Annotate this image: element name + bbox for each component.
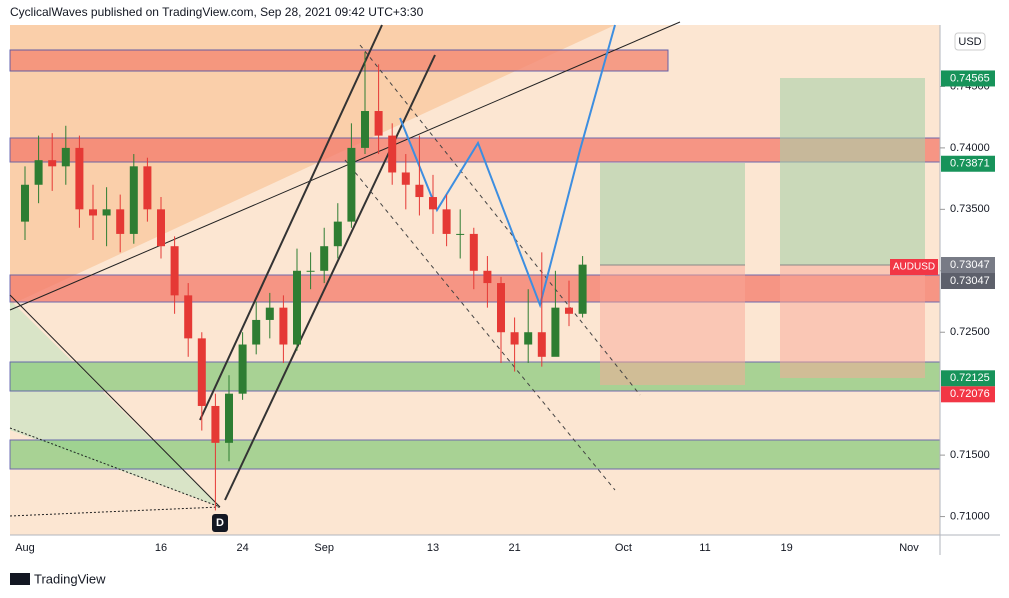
candle-body <box>75 147 84 210</box>
price-label: 0.72076 <box>950 388 990 400</box>
x-tick-label: Oct <box>615 542 632 554</box>
channel-line <box>199 24 383 421</box>
resistance-zone <box>9 49 669 72</box>
x-tick-label: 13 <box>427 542 439 554</box>
price-tag <box>941 257 995 274</box>
candle-body <box>551 307 560 357</box>
stop-box <box>780 265 925 378</box>
stop-box <box>600 265 745 385</box>
y-tick-label: 0.72500 <box>950 326 990 338</box>
target-box <box>780 78 925 265</box>
x-tick-label: 11 <box>699 542 710 554</box>
candle-body <box>456 233 465 235</box>
candle-body <box>429 197 437 210</box>
candle-body <box>388 135 397 173</box>
candle-body <box>537 332 546 357</box>
x-tick-label: Sep <box>314 542 334 554</box>
candle-body <box>497 283 505 333</box>
price-tag <box>941 386 995 403</box>
currency-box <box>954 32 986 51</box>
header-title: CyclicalWaves published on TradingView.c… <box>10 5 424 19</box>
y-tick-label: 0.71500 <box>950 449 990 461</box>
candle-body <box>238 344 247 394</box>
marker: D <box>216 517 224 529</box>
x-tick-label: 16 <box>155 542 167 554</box>
candle-body <box>170 246 179 296</box>
candle-body <box>565 307 573 314</box>
candle-body <box>361 111 369 148</box>
footer-brand: TradingView <box>34 571 106 586</box>
candle-body <box>578 264 587 314</box>
candle-body <box>116 209 125 234</box>
x-tick-label: 24 <box>236 542 248 554</box>
price-label: 0.73047 <box>950 259 990 271</box>
candle-body <box>265 307 274 320</box>
price-tag <box>941 70 995 87</box>
candle-body <box>225 393 233 443</box>
symbol-label: AUDUSD <box>893 262 935 273</box>
candle-body <box>61 147 70 167</box>
candle-body <box>333 221 342 247</box>
price-label: 0.73871 <box>950 158 990 170</box>
trend-line <box>9 427 221 508</box>
trend-line <box>9 506 221 517</box>
candle-body <box>48 160 57 167</box>
candle-body <box>21 184 29 222</box>
candle-body <box>157 209 165 247</box>
price-label: 0.73047 <box>950 275 990 287</box>
y-tick-label: 0.71000 <box>950 510 990 522</box>
candle-body <box>483 270 492 284</box>
candle-body <box>415 184 424 198</box>
candle-body <box>442 209 451 234</box>
trend-line <box>9 21 681 311</box>
trend-line <box>9 294 221 508</box>
wave-projection <box>399 24 616 309</box>
candle-body <box>401 172 410 185</box>
candle-body <box>510 332 519 345</box>
candle-body <box>34 160 43 185</box>
price-tag <box>941 273 995 290</box>
y-tick-label: 0.74000 <box>950 142 990 154</box>
candle-body <box>306 270 315 272</box>
candle-body <box>184 295 193 339</box>
marker-box <box>212 514 228 532</box>
candle-body <box>89 209 97 216</box>
x-tick-label: Aug <box>15 542 35 554</box>
candle-body <box>293 270 301 345</box>
candle-body <box>524 332 533 345</box>
channel-line <box>344 159 616 491</box>
price-tag <box>941 155 995 172</box>
candle-body <box>143 166 152 210</box>
candle-body <box>469 233 478 271</box>
price-label: 0.74565 <box>950 72 990 84</box>
candle-body <box>374 111 383 136</box>
candle-body <box>211 405 220 443</box>
channel-line <box>359 44 641 396</box>
candle-body <box>347 147 356 222</box>
price-label: 0.72125 <box>950 372 990 384</box>
channel-line <box>224 54 436 501</box>
support-zone <box>9 439 941 470</box>
x-tick-label: 19 <box>780 542 792 554</box>
candle-body <box>129 166 138 234</box>
candle-body <box>320 246 329 271</box>
currency: USD <box>958 36 981 48</box>
logo <box>10 573 30 585</box>
candle-body <box>252 319 261 345</box>
target-box <box>600 163 745 265</box>
price-tag <box>941 370 995 387</box>
candle-body <box>197 338 206 406</box>
x-tick-label: Nov <box>899 542 919 554</box>
symbol-tag <box>890 259 938 275</box>
candle-body <box>279 307 288 345</box>
y-tick-label: 0.73500 <box>950 203 990 215</box>
candle-body <box>102 209 111 216</box>
x-tick-label: 21 <box>508 542 520 554</box>
